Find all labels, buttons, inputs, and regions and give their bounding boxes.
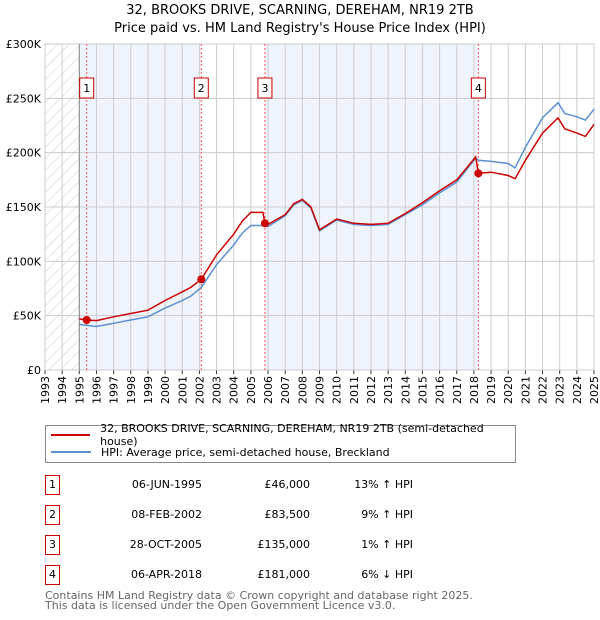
transaction-date: 06-JUN-1995 <box>131 478 202 491</box>
transaction-price: £83,500 <box>264 508 311 521</box>
transaction-hpi-diff: 1% ↑ HPI <box>361 538 413 551</box>
x-tick-label: 1996 <box>90 376 103 404</box>
sale-1-label-box <box>79 77 95 99</box>
legend-item-property: 32, BROOKS DRIVE, SCARNING, DEREHAM, NR1… <box>46 422 515 448</box>
x-tick-label: 1997 <box>108 376 121 404</box>
transaction-number-badge: 1 <box>45 475 60 495</box>
x-tick-label: 2006 <box>262 376 275 404</box>
x-tick-label: 2004 <box>228 376 241 404</box>
footer-copyright: Contains HM Land Registry data © Crown c… <box>45 589 473 602</box>
x-tick-label: 2017 <box>451 376 464 404</box>
transaction-number-badge: 4 <box>45 565 60 585</box>
x-tick-label: 1998 <box>125 376 138 404</box>
chart-title: 32, BROOKS DRIVE, SCARNING, DEREHAM, NR1… <box>126 3 474 18</box>
x-tick-label: 2016 <box>434 376 447 404</box>
chart-legend: 32, BROOKS DRIVE, SCARNING, DEREHAM, NR1… <box>45 422 516 463</box>
sale-4-label-box <box>470 77 486 99</box>
transaction-hpi-diff: 13% ↑ HPI <box>354 478 413 491</box>
x-tick-label: 2025 <box>588 376 600 404</box>
chart-subtitle: Price paid vs. HM Land Registry's House … <box>114 21 486 36</box>
x-tick-label: 2022 <box>537 376 550 404</box>
y-tick-label: £100K <box>6 255 42 268</box>
x-tick-label: 2012 <box>365 376 378 404</box>
y-tick-label: £250K <box>6 92 42 105</box>
y-tick-label: £50K <box>13 310 42 323</box>
legend-item-hpi: HPI: Average price, semi-detached house,… <box>46 444 390 460</box>
transaction-number-badge: 3 <box>45 535 60 555</box>
x-tick-label: 2014 <box>399 376 412 404</box>
x-tick-label: 2002 <box>193 376 206 404</box>
series-line-property <box>79 116 595 322</box>
transaction-price: £46,000 <box>264 478 311 491</box>
sale-2-label-box <box>193 77 209 99</box>
y-tick-label: £200K <box>6 147 42 160</box>
footer-licence: This data is licensed under the Open Gov… <box>45 599 396 612</box>
y-tick-label: £300K <box>6 38 42 51</box>
x-tick-label: 2010 <box>331 376 344 404</box>
x-tick-label: 2009 <box>314 376 327 404</box>
x-tick-label: 2024 <box>571 376 584 404</box>
sale-3-point <box>260 219 269 228</box>
x-tick-label: 2013 <box>382 376 395 404</box>
x-tick-label: 1999 <box>142 376 155 404</box>
x-tick-label: 1994 <box>56 376 69 404</box>
sale-4-label: 4 <box>475 82 482 95</box>
x-tick-label: 2001 <box>176 376 189 404</box>
x-tick-label: 2011 <box>348 376 361 404</box>
x-tick-label: 2005 <box>245 376 258 404</box>
transaction-price: £135,000 <box>257 538 311 551</box>
transaction-date: 08-FEB-2002 <box>131 508 202 521</box>
transaction-hpi-diff: 9% ↑ HPI <box>361 508 413 521</box>
x-tick-label: 1995 <box>73 376 86 404</box>
legend-swatch-property <box>51 434 91 436</box>
x-tick-label: 2008 <box>296 376 309 404</box>
plot-frame <box>44 43 595 371</box>
x-tick-label: 2019 <box>485 376 498 404</box>
series-line-hpi <box>79 101 595 328</box>
transaction-price: £181,000 <box>257 568 311 581</box>
x-tick-label: 2020 <box>502 376 515 404</box>
transaction-date: 28-OCT-2005 <box>129 538 202 551</box>
price-chart: 1993 1994 1995 1996 1997 1998 1999 2000 2001 2002… <box>6 38 600 404</box>
sale-1-label: 1 <box>83 82 90 95</box>
transaction-date: 06-APR-2018 <box>130 568 202 581</box>
transaction-number-badge: 2 <box>45 505 60 525</box>
x-tick-label: 2007 <box>279 376 292 404</box>
x-tick-label: 2023 <box>554 376 567 404</box>
sale-1-point <box>82 316 91 325</box>
legend-label-property: 32, BROOKS DRIVE, SCARNING, DEREHAM, NR1… <box>100 422 484 448</box>
y-tick-label: £0 <box>27 364 41 377</box>
x-tick-label: 2000 <box>159 376 172 404</box>
x-tick-label: 2015 <box>416 376 429 404</box>
sale-3-label-box <box>257 77 273 99</box>
legend-label-hpi: HPI: Average price, semi-detached house,… <box>101 445 390 459</box>
x-tick-label: 1993 <box>39 376 52 404</box>
x-tick-label: 2003 <box>211 376 224 404</box>
x-tick-label: 2021 <box>519 376 532 404</box>
sale-2-label: 2 <box>198 82 205 95</box>
sale-4-point <box>474 169 483 178</box>
sale-3-label: 3 <box>261 82 268 95</box>
legend-swatch-hpi <box>51 451 91 453</box>
x-tick-label: 2018 <box>468 376 481 404</box>
transaction-hpi-diff: 6% ↓ HPI <box>361 568 413 581</box>
y-tick-label: £150K <box>6 201 42 214</box>
sale-2-point <box>197 275 206 284</box>
